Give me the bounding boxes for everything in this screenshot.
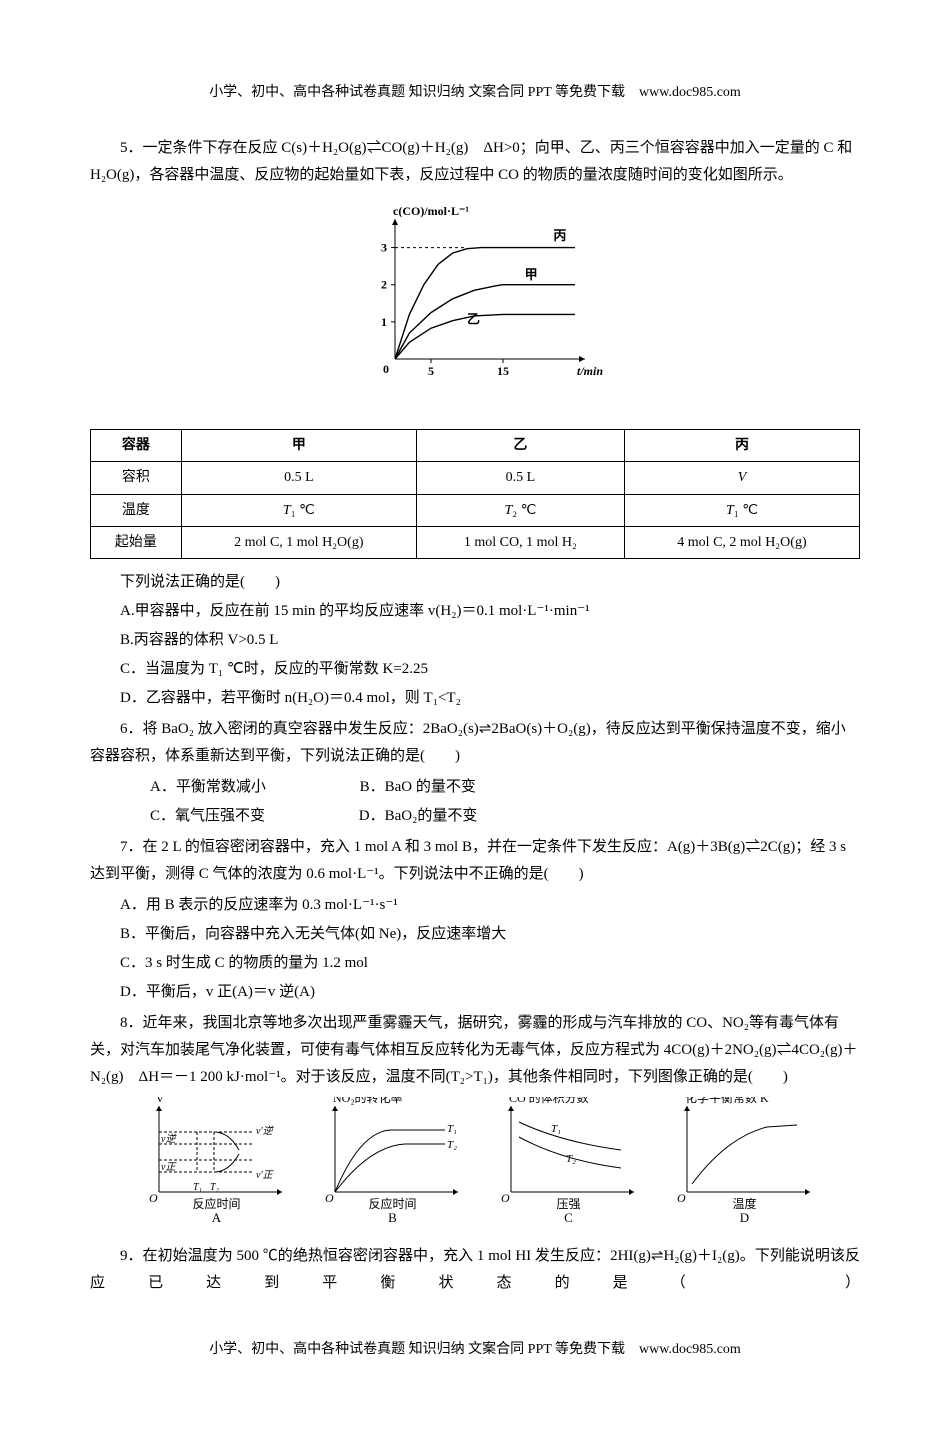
svg-text:3: 3 <box>381 241 387 255</box>
row-init-h: 起始量 <box>91 526 182 558</box>
svg-text:v'正: v'正 <box>256 1170 275 1181</box>
page-header: 小学、初中、高中各种试卷真题 知识归纳 文案合同 PPT 等免费下载 www.d… <box>90 80 860 105</box>
svg-text:C: C <box>564 1210 573 1225</box>
svg-text:T₁: T₁ <box>447 1123 457 1135</box>
row-vol-1: 0.5 L <box>181 462 416 494</box>
svg-text:B: B <box>388 1210 397 1225</box>
q5-opt-a: A.甲容器中，反应在前 15 min 的平均反应速率 v(H₂)＝0.1 mol… <box>90 598 860 625</box>
svg-text:t/min: t/min <box>577 364 603 378</box>
svg-text:O: O <box>677 1191 686 1205</box>
q8-panels: 反应时间vAOT₁T₂v逆v正v'逆v'正 反应时间NO₂的转化率BOT₁T₂ … <box>90 1097 860 1237</box>
q7-opt-a: A．用 B 表示的反应速率为 0.3 mol·L⁻¹·s⁻¹ <box>90 892 860 919</box>
svg-text:D: D <box>739 1210 748 1225</box>
col-yi: 乙 <box>416 430 624 462</box>
svg-text:v: v <box>157 1097 163 1105</box>
q6-opt-c: C．氧气压强不变 <box>120 803 265 830</box>
svg-text:反应时间: 反应时间 <box>193 1196 241 1211</box>
svg-text:v逆: v逆 <box>161 1133 177 1145</box>
svg-text:压强: 压强 <box>556 1197 580 1211</box>
svg-text:O: O <box>325 1191 334 1205</box>
svg-text:乙: 乙 <box>467 312 480 327</box>
q6-opts-row1: A．平衡常数减小 B．BaO 的量不变 <box>90 774 860 801</box>
q7-opt-c: C．3 s 时生成 C 的物质的量为 1.2 mol <box>90 950 860 977</box>
svg-text:O: O <box>501 1191 510 1205</box>
svg-text:温度: 温度 <box>732 1196 756 1211</box>
row-temp-2: T₂ ℃ <box>416 494 624 526</box>
q8-intro: 8．近年来，我国北京等地多次出现严重雾霾天气，据研究，雾霾的形成与汽车排放的 C… <box>90 1010 860 1091</box>
q7-intro: 7．在 2 L 的恒容密闭容器中，充入 1 mol A 和 3 mol B，并在… <box>90 834 860 888</box>
q7-opt-b: B．平衡后，向容器中充入无关气体(如 Ne)，反应速率增大 <box>90 921 860 948</box>
svg-text:v'逆: v'逆 <box>256 1125 275 1137</box>
col-jia: 甲 <box>181 430 416 462</box>
q9-intro: 9．在初始温度为 500 ℃的绝热恒容密闭容器中，充入 1 mol HI 发生反… <box>90 1243 860 1297</box>
row-temp-3: T₁ ℃ <box>624 494 859 526</box>
svg-text:化学平衡常数 K: 化学平衡常数 K <box>685 1097 769 1105</box>
q6-intro: 6．将 BaO₂ 放入密闭的真空容器中发生反应：2BaO₂(s)⇌2BaO(s)… <box>90 716 860 770</box>
row-vol-2: 0.5 L <box>416 462 624 494</box>
svg-text:c(CO)/mol·L⁻¹: c(CO)/mol·L⁻¹ <box>393 204 469 218</box>
row-init-3: 4 mol C, 2 mol H₂O(g) <box>624 526 859 558</box>
q6-opt-a: A．平衡常数减小 <box>120 774 266 801</box>
q5-intro: 5．一定条件下存在反应 C(s)＋H₂O(g)⇌CO(g)＋H₂(g) ΔH>0… <box>90 135 860 189</box>
q5-opt-b: B.丙容器的体积 V>0.5 L <box>90 627 860 654</box>
svg-text:T₁: T₁ <box>551 1123 561 1135</box>
svg-text:反应时间: 反应时间 <box>369 1196 417 1211</box>
svg-text:T₂: T₂ <box>210 1182 220 1193</box>
q7-opt-d: D．平衡后，v 正(A)＝v 逆(A) <box>90 979 860 1006</box>
svg-text:CO 的体积分数: CO 的体积分数 <box>509 1097 589 1105</box>
q5-chart: 5 15 0 1 2 3 c(CO)/mol·L⁻¹ t/min 丙甲乙 <box>90 199 860 399</box>
svg-text:T₂: T₂ <box>447 1139 457 1151</box>
svg-text:15: 15 <box>497 364 509 378</box>
q6-opt-b: B．BaO 的量不变 <box>330 774 476 801</box>
row-vol-h: 容积 <box>91 462 182 494</box>
row-init-2: 1 mol CO, 1 mol H₂ <box>416 526 624 558</box>
svg-text:丙: 丙 <box>553 228 566 243</box>
row-temp-1: T₁ ℃ <box>181 494 416 526</box>
row-temp-h: 温度 <box>91 494 182 526</box>
svg-text:A: A <box>212 1210 222 1225</box>
svg-text:O: O <box>149 1191 158 1205</box>
svg-text:v正: v正 <box>161 1162 177 1173</box>
svg-text:甲: 甲 <box>525 267 538 282</box>
row-init-1: 2 mol C, 1 mol H₂O(g) <box>181 526 416 558</box>
svg-text:5: 5 <box>428 364 434 378</box>
q5-table: 容器 甲 乙 丙 容积 0.5 L 0.5 L V 温度 T₁ ℃ T₂ ℃ T… <box>90 429 860 559</box>
svg-text:2: 2 <box>381 278 387 292</box>
q5-opt-d: D．乙容器中，若平衡时 n(H₂O)＝0.4 mol，则 T₁<T₂ <box>90 685 860 712</box>
q5-opt-c: C．当温度为 T₁ ℃时，反应的平衡常数 K=2.25 <box>90 656 860 683</box>
svg-text:0: 0 <box>383 362 389 376</box>
svg-text:T₁: T₁ <box>193 1182 202 1193</box>
row-vol-3: V <box>624 462 859 494</box>
q6-opt-d: D．BaO₂的量不变 <box>329 803 478 830</box>
q5-prompt: 下列说法正确的是( ) <box>90 569 860 596</box>
page-footer: 小学、初中、高中各种试卷真题 知识归纳 文案合同 PPT 等免费下载 www.d… <box>90 1337 860 1362</box>
svg-text:T₂: T₂ <box>566 1153 576 1165</box>
col-bing: 丙 <box>624 430 859 462</box>
col-container: 容器 <box>91 430 182 462</box>
svg-text:NO₂的转化率: NO₂的转化率 <box>333 1097 403 1105</box>
svg-text:1: 1 <box>381 315 387 329</box>
q6-opts-row2: C．氧气压强不变 D．BaO₂的量不变 <box>90 803 860 830</box>
